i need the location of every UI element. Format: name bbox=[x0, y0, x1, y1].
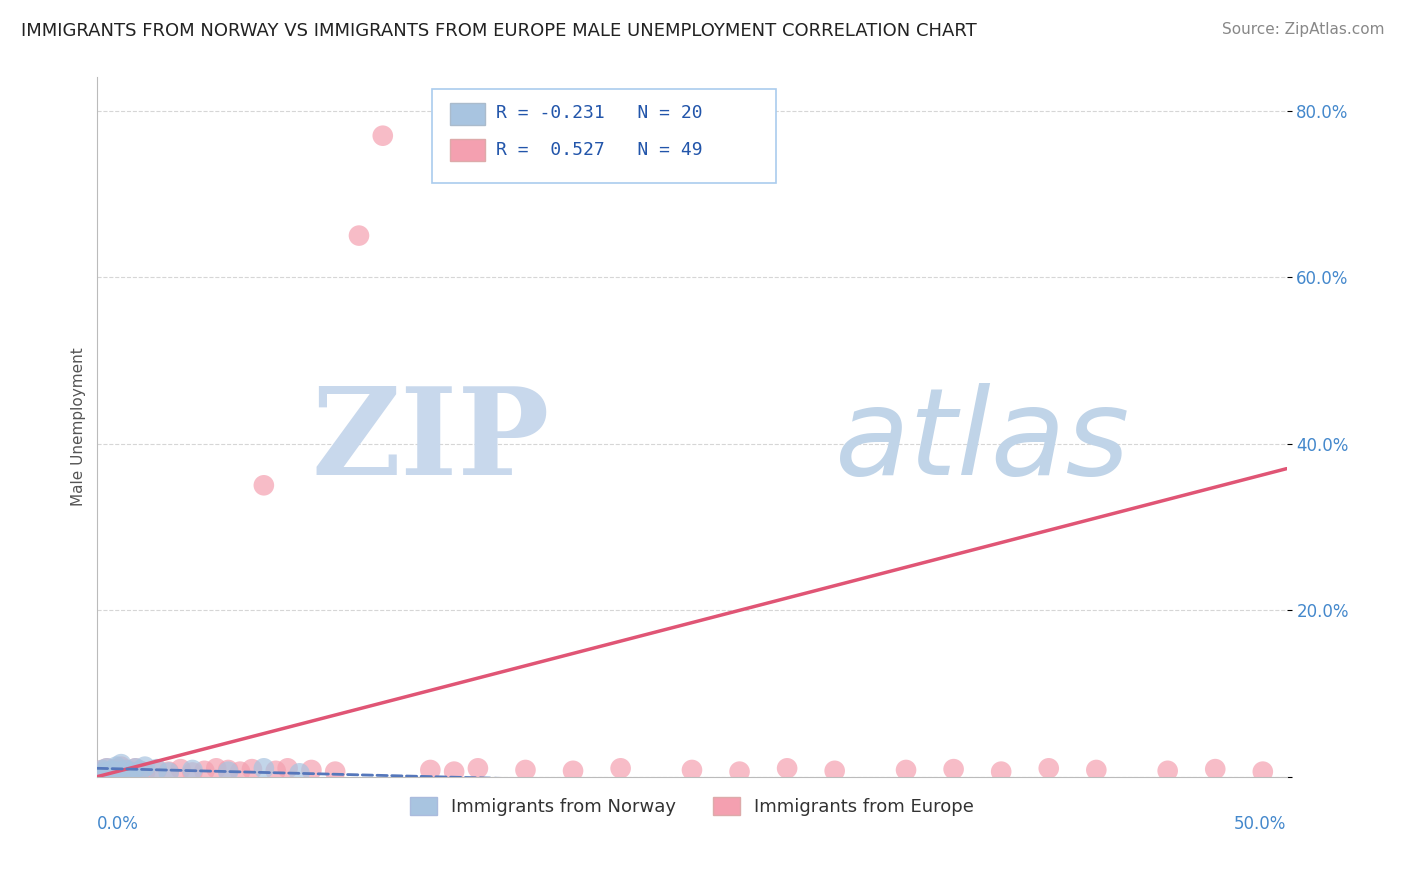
Point bbox=[1204, 762, 1226, 776]
Point bbox=[1038, 761, 1060, 775]
Point bbox=[824, 764, 846, 778]
Point bbox=[277, 761, 299, 775]
Point bbox=[115, 763, 138, 777]
Point bbox=[229, 764, 252, 779]
Point bbox=[169, 762, 191, 776]
Point bbox=[217, 763, 239, 777]
Point bbox=[205, 761, 228, 775]
Point bbox=[288, 766, 311, 780]
Point bbox=[98, 764, 121, 779]
Point bbox=[990, 764, 1012, 779]
Text: ZIP: ZIP bbox=[311, 382, 550, 500]
Point bbox=[100, 767, 122, 781]
Point bbox=[96, 761, 118, 775]
Point bbox=[120, 765, 142, 780]
Point bbox=[91, 763, 114, 777]
Point bbox=[124, 761, 146, 775]
Point bbox=[100, 764, 122, 778]
Point bbox=[299, 763, 322, 777]
Point bbox=[1156, 764, 1178, 778]
Point bbox=[134, 765, 156, 780]
Point bbox=[110, 757, 132, 772]
Point bbox=[1251, 764, 1274, 779]
Point bbox=[264, 764, 287, 778]
Point bbox=[157, 765, 180, 780]
Point bbox=[1085, 763, 1108, 777]
Point bbox=[371, 128, 394, 143]
Point bbox=[181, 765, 204, 780]
Point bbox=[894, 763, 917, 777]
Point bbox=[776, 761, 799, 775]
Point bbox=[124, 761, 146, 775]
Point bbox=[728, 764, 751, 779]
Point bbox=[115, 763, 138, 777]
Point bbox=[120, 764, 142, 779]
Point bbox=[467, 761, 489, 775]
Point bbox=[105, 759, 128, 773]
Text: R = -0.231   N = 20: R = -0.231 N = 20 bbox=[496, 104, 703, 122]
Legend: Immigrants from Norway, Immigrants from Europe: Immigrants from Norway, Immigrants from … bbox=[402, 789, 981, 823]
Point bbox=[134, 759, 156, 773]
Text: atlas: atlas bbox=[835, 383, 1130, 500]
Text: R =  0.527   N = 49: R = 0.527 N = 49 bbox=[496, 141, 703, 159]
Point bbox=[146, 763, 169, 777]
Point bbox=[609, 761, 631, 775]
Point bbox=[193, 764, 215, 778]
Point bbox=[443, 764, 465, 779]
Point bbox=[129, 764, 152, 778]
Point bbox=[110, 759, 132, 773]
Point bbox=[681, 763, 703, 777]
Point bbox=[347, 228, 370, 243]
Point bbox=[105, 762, 128, 776]
Point bbox=[181, 763, 204, 777]
Point bbox=[253, 761, 276, 775]
Text: Source: ZipAtlas.com: Source: ZipAtlas.com bbox=[1222, 22, 1385, 37]
Point bbox=[103, 764, 125, 778]
Point bbox=[107, 765, 129, 780]
Point bbox=[942, 762, 965, 776]
Text: IMMIGRANTS FROM NORWAY VS IMMIGRANTS FROM EUROPE MALE UNEMPLOYMENT CORRELATION C: IMMIGRANTS FROM NORWAY VS IMMIGRANTS FRO… bbox=[21, 22, 977, 40]
Y-axis label: Male Unemployment: Male Unemployment bbox=[72, 348, 86, 507]
Point bbox=[103, 766, 125, 780]
Point bbox=[89, 765, 111, 780]
Point bbox=[93, 766, 115, 780]
Point bbox=[323, 764, 346, 779]
Point bbox=[240, 762, 263, 776]
Text: 50.0%: 50.0% bbox=[1234, 815, 1286, 833]
Text: 0.0%: 0.0% bbox=[97, 815, 139, 833]
Point bbox=[98, 767, 121, 781]
Point bbox=[419, 763, 441, 777]
Point bbox=[253, 478, 276, 492]
Point bbox=[217, 764, 239, 779]
Point bbox=[129, 764, 152, 778]
Point bbox=[96, 761, 118, 775]
Point bbox=[562, 764, 585, 778]
Point bbox=[157, 764, 180, 779]
Point bbox=[93, 765, 115, 780]
Point bbox=[107, 764, 129, 779]
Point bbox=[515, 763, 537, 777]
Point bbox=[91, 763, 114, 777]
Point bbox=[146, 762, 169, 776]
